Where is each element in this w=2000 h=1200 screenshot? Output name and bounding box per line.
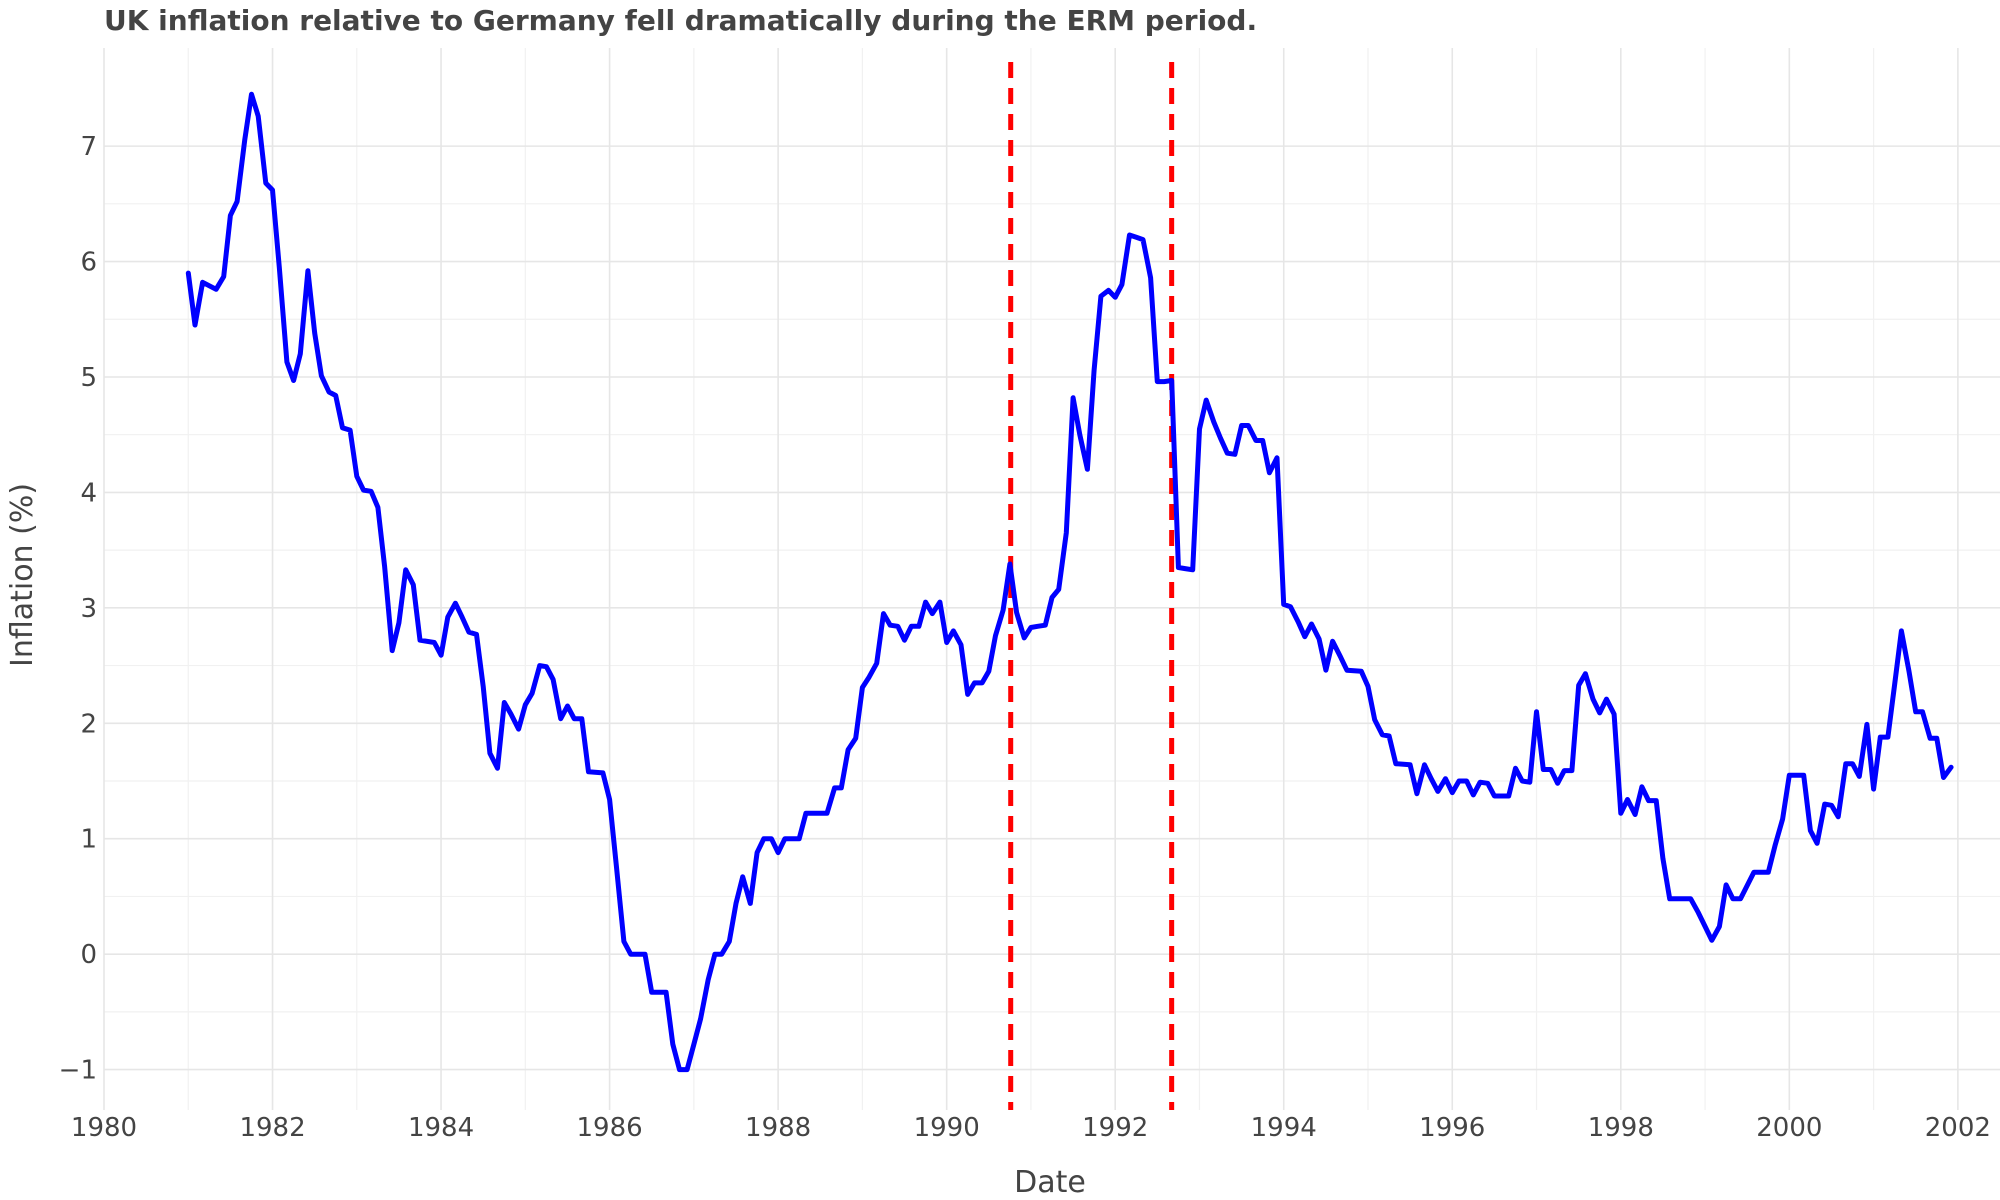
y-tick-label: 4 [80,478,97,508]
y-tick-label: −1 [59,1056,97,1086]
x-tick-label: 1994 [1251,1113,1317,1143]
y-axis-ticks: −1 0 1 2 3 4 5 6 7 [59,132,97,1085]
x-tick-label: 2002 [1925,1113,1991,1143]
x-tick-label: 1986 [577,1113,643,1143]
reference-lines [1008,62,1175,1110]
y-tick-label: 6 [80,248,97,278]
y-axis-title: Inflation (%) [5,483,40,667]
y-tick-label: 0 [80,940,97,970]
x-tick-label: 2000 [1756,1113,1822,1143]
grid [103,48,2000,1110]
y-tick-label: 2 [80,709,97,739]
series-line [185,91,1954,1073]
series-layer [185,91,1954,1073]
y-tick-label: 7 [80,132,97,162]
y-tick-label: 5 [80,363,97,393]
chart-title: UK inflation relative to Germany fell dr… [104,4,1257,37]
x-tick-label: 1982 [239,1113,305,1143]
x-tick-label: 1984 [408,1113,474,1143]
y-tick-label: 1 [80,825,97,855]
x-tick-label: 1988 [745,1113,811,1143]
x-tick-label: 1996 [1419,1113,1485,1143]
y-tick-label: 3 [80,594,97,624]
x-axis-title: Date [1014,1165,1086,1200]
x-axis-ticks: 1980 1982 1984 1986 1988 1990 1992 1994 1996 1998… [71,1113,1991,1143]
x-tick-label: 1992 [1082,1113,1148,1143]
x-tick-label: 1998 [1588,1113,1654,1143]
x-tick-label: 1980 [71,1113,137,1143]
x-tick-label: 1990 [914,1113,980,1143]
